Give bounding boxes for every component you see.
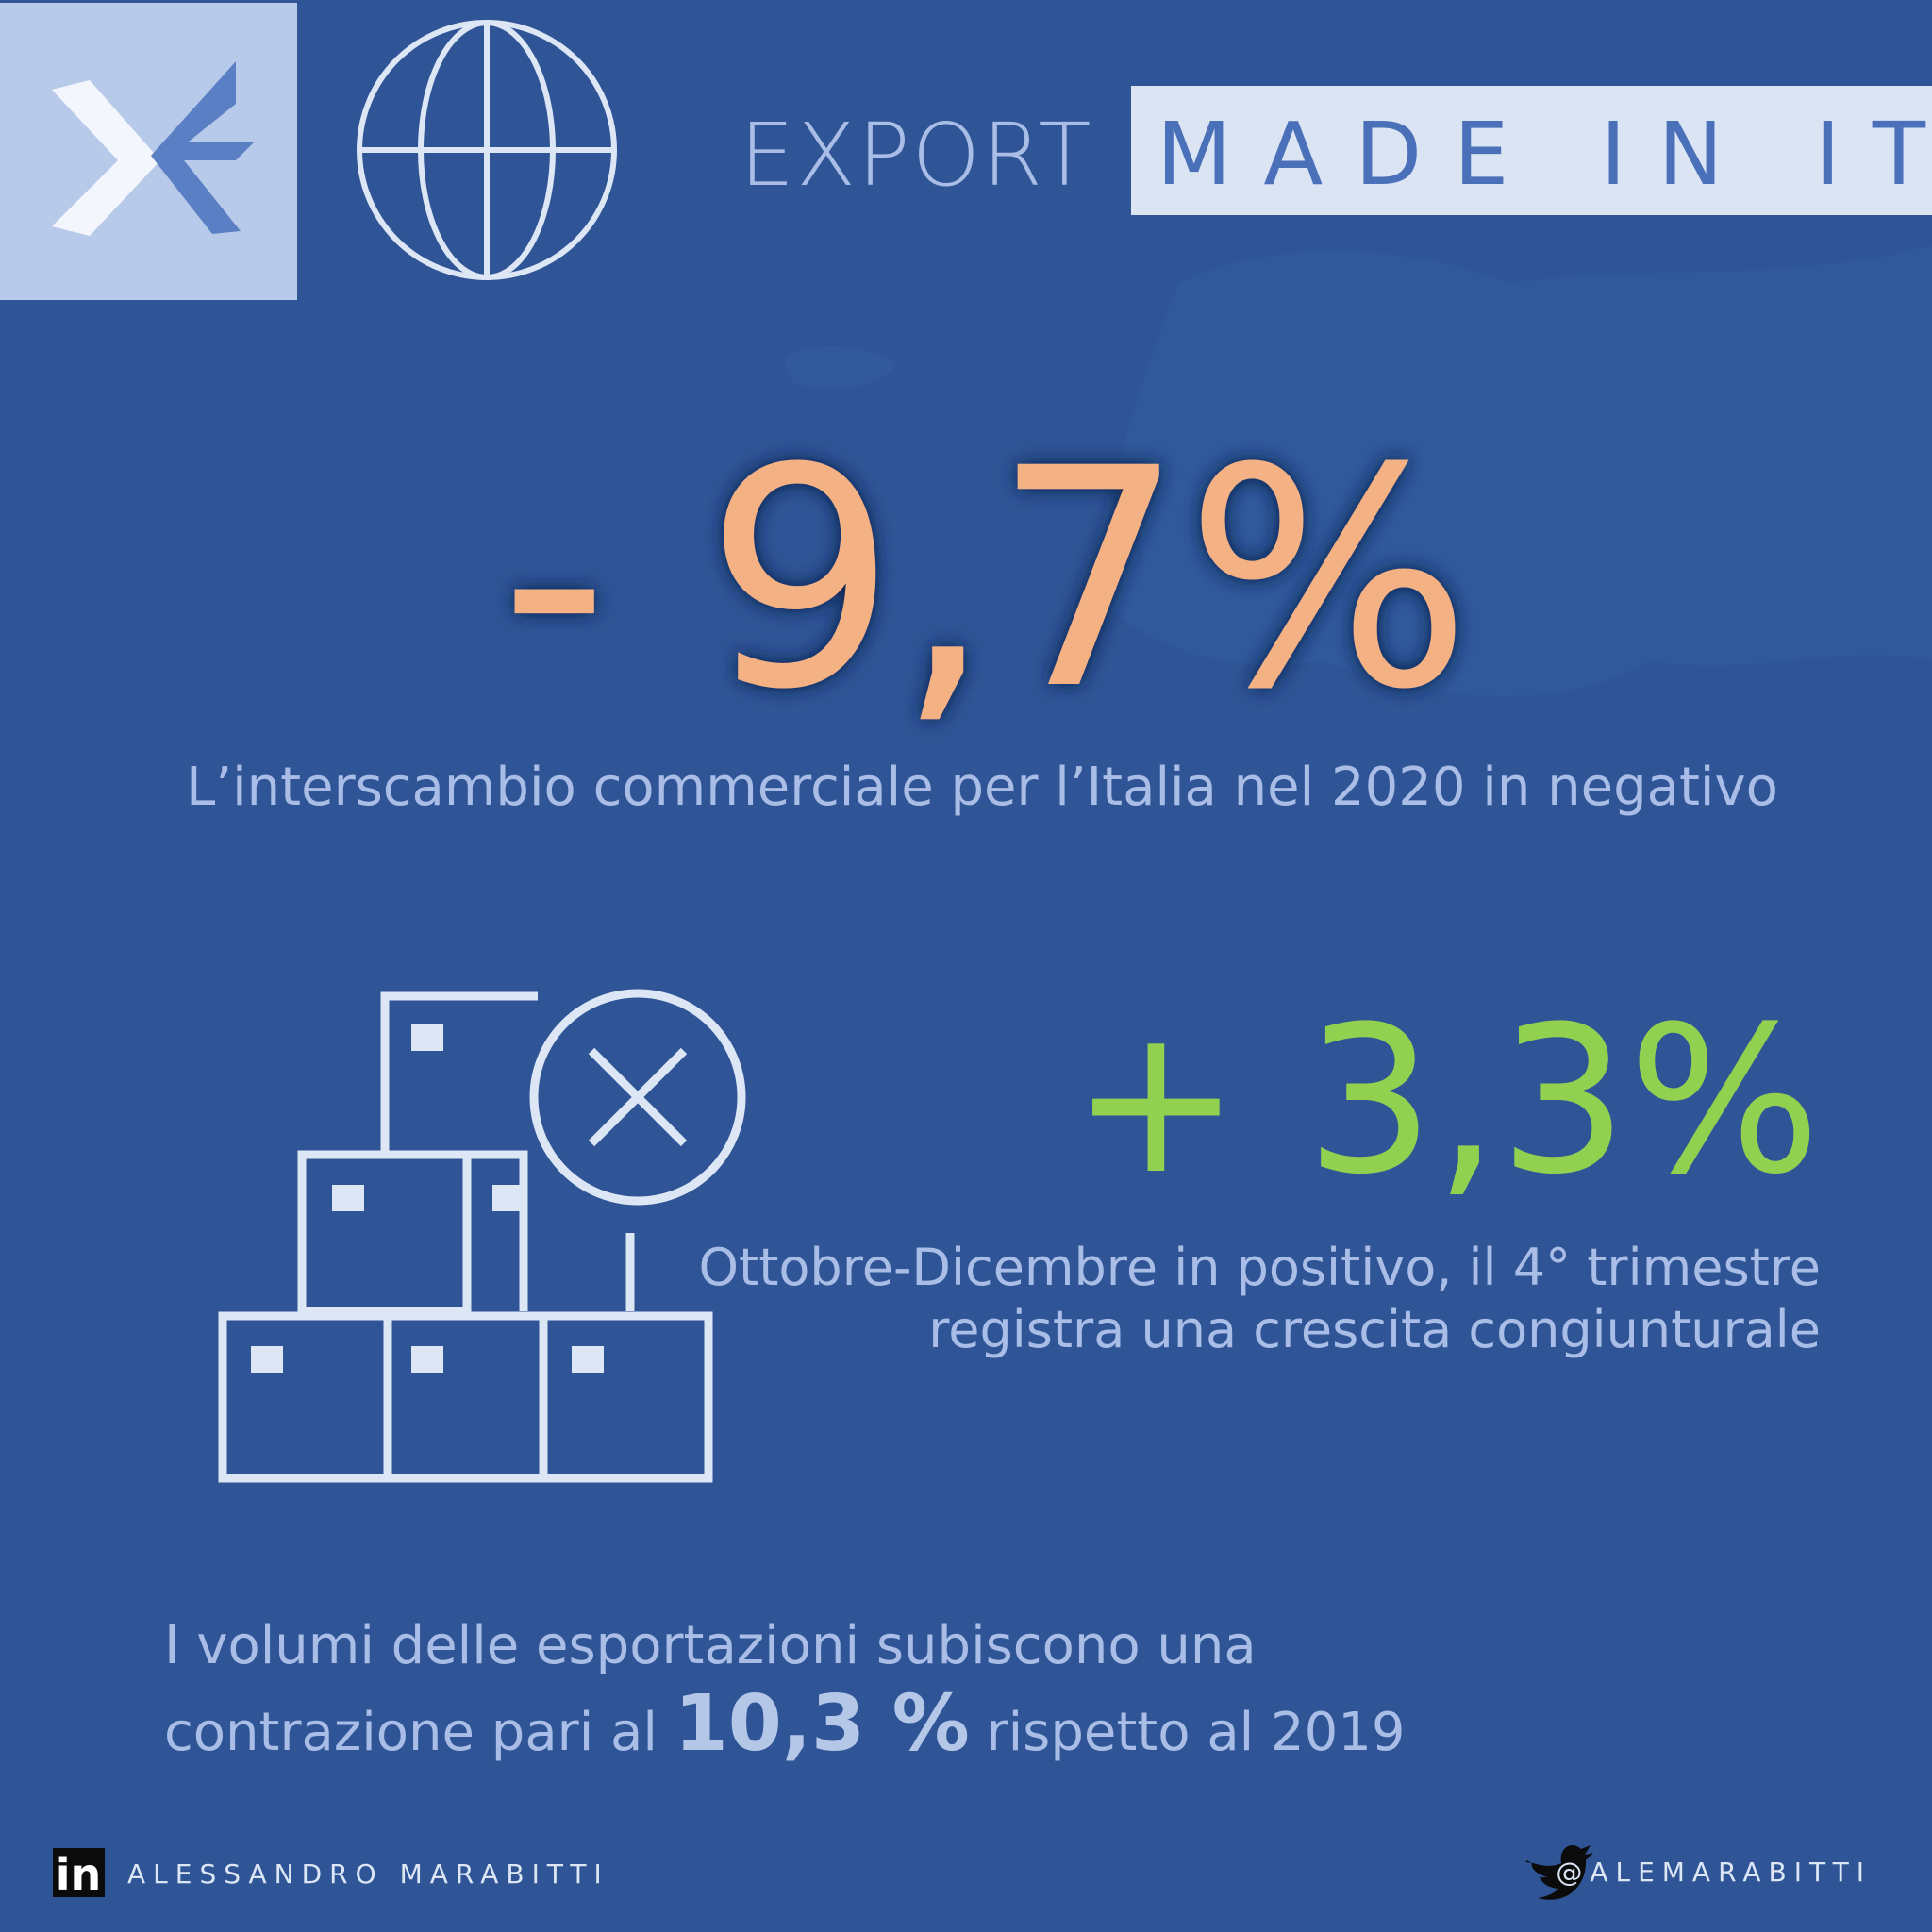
twitter-icon[interactable] xyxy=(1525,1844,1593,1900)
globe-icon xyxy=(357,20,617,280)
note-text: I volumi delle esportazioni subiscono un… xyxy=(164,1615,1257,1676)
title-box xyxy=(1131,86,1932,215)
box-labels xyxy=(251,1024,604,1373)
author-name: ALESSANDRO MARABITTI xyxy=(127,1858,609,1890)
stat-caption: Ottobre-Dicembre in positivo, il 4° trim… xyxy=(699,1238,1821,1297)
twitter-handle[interactable]: @ALEMARABITTI xyxy=(1556,1857,1872,1888)
map-iceland xyxy=(783,346,896,390)
linkedin-icon[interactable] xyxy=(53,1848,105,1897)
logo-mark xyxy=(151,61,255,234)
title-export: EXPORT xyxy=(740,105,1092,206)
logo-mark xyxy=(52,80,160,236)
linkedin-icon-text[interactable]: in xyxy=(56,1849,102,1900)
note-highlight: 10,3 % xyxy=(675,1679,970,1769)
stat-value: - 9,7% xyxy=(500,405,1472,756)
stat-caption: registra una crescita congiunturale xyxy=(928,1300,1821,1359)
note-text: contrazione pari al xyxy=(164,1702,658,1763)
stat-caption: L’interscambio commerciale per l’Italia … xyxy=(186,757,1778,818)
note-text: contrazione pari al 10,3 % rispetto al 2… xyxy=(164,1679,1406,1769)
title-made-in-italy: MADE IN ITALY xyxy=(1157,104,1932,205)
boxes-icon xyxy=(218,989,746,1483)
map-shape xyxy=(1085,245,1932,696)
note-text: rispetto al 2019 xyxy=(987,1702,1406,1763)
stat-value: + 3,3% xyxy=(1071,982,1821,1219)
